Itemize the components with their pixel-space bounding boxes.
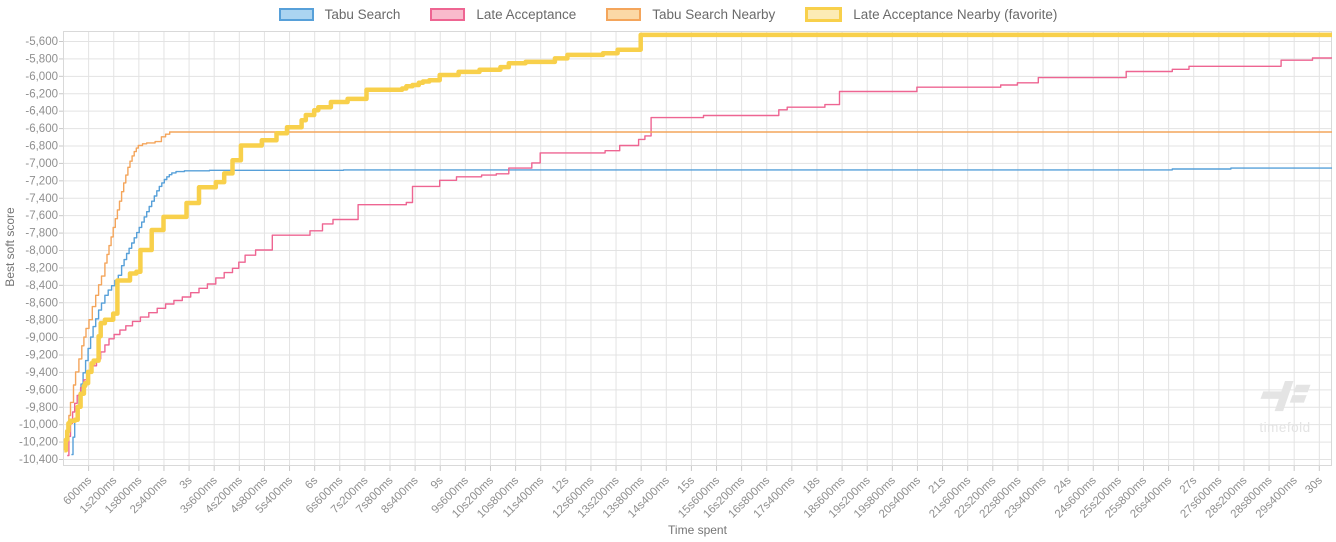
y-axis-title: Best soft score (3, 207, 17, 287)
y-tick-label: -6,400 (25, 106, 58, 118)
y-tick-label: -7,000 (25, 158, 58, 170)
legend-swatch-tabu-search-nearby (606, 8, 642, 21)
y-tick-label: -6,200 (25, 88, 58, 100)
x-tick-label: 30s (1303, 474, 1325, 496)
x-tick-label: 3s (178, 474, 195, 491)
plot-border (63, 31, 1332, 466)
y-tick-label: -8,600 (25, 297, 58, 309)
legend-item-late-acceptance[interactable]: Late Acceptance (430, 7, 576, 22)
legend-swatch-tabu-search (278, 8, 314, 21)
legend-label-tabu-search: Tabu Search (324, 7, 401, 22)
legend-swatch-late-acceptance (430, 8, 466, 21)
y-tick-label: -8,800 (25, 315, 58, 327)
y-tick-label: -7,600 (25, 210, 58, 222)
series-line-tabu-search-nearby (65, 131, 1332, 450)
y-tick-label: -8,200 (25, 262, 58, 274)
y-tick-label: -9,800 (25, 402, 58, 414)
y-tick-label: -6,800 (25, 141, 58, 153)
legend-item-tabu-search-nearby[interactable]: Tabu Search Nearby (606, 7, 775, 22)
y-tick-label: -7,200 (25, 175, 58, 187)
x-tick-label: 9s (429, 474, 446, 491)
y-tick-label: -7,400 (25, 193, 58, 205)
y-tick-label: -10,000 (19, 419, 58, 431)
series-line-late-acceptance-nearby-favorite (63, 32, 1332, 453)
x-tick-label: 6s (303, 474, 320, 491)
legend-item-tabu-search[interactable]: Tabu Search (278, 7, 401, 22)
watermark-text: timefold (1259, 420, 1311, 435)
y-tick-label: -10,200 (19, 437, 58, 449)
y-tick-label: -6,000 (25, 71, 58, 83)
y-tick-label: -5,600 (25, 36, 58, 48)
y-tick-label: -5,800 (25, 53, 58, 65)
y-tick-label: -9,000 (25, 332, 58, 344)
series-line-late-acceptance (67, 57, 1332, 457)
chart-legend: Tabu Search Late Acceptance Tabu Search Ne… (0, 7, 1336, 22)
legend-label-tabu-search-nearby: Tabu Search Nearby (652, 7, 776, 22)
legend-swatch-late-acceptance-nearby-favorite (805, 7, 843, 22)
timefold-watermark: timefold (1246, 380, 1324, 435)
y-tick-label: -8,400 (25, 280, 58, 292)
y-tick-label: -10,400 (19, 454, 58, 466)
y-tick-label: -7,800 (25, 228, 58, 240)
series-line-tabu-search (71, 167, 1332, 456)
y-tick-label: -9,600 (25, 384, 58, 396)
x-axis-title: Time spent (668, 523, 727, 537)
timefold-logo-icon (1260, 380, 1311, 412)
y-tick-label: -6,600 (25, 123, 58, 135)
legend-label-late-acceptance-nearby-favorite: Late Acceptance Nearby (favorite) (853, 7, 1058, 22)
y-tick-label: -9,400 (25, 367, 58, 379)
legend-item-late-acceptance-nearby-favorite[interactable]: Late Acceptance Nearby (favorite) (805, 7, 1057, 22)
y-tick-label: -8,000 (25, 245, 58, 257)
legend-label-late-acceptance: Late Acceptance (476, 7, 577, 22)
y-tick-label: -9,200 (25, 350, 58, 362)
